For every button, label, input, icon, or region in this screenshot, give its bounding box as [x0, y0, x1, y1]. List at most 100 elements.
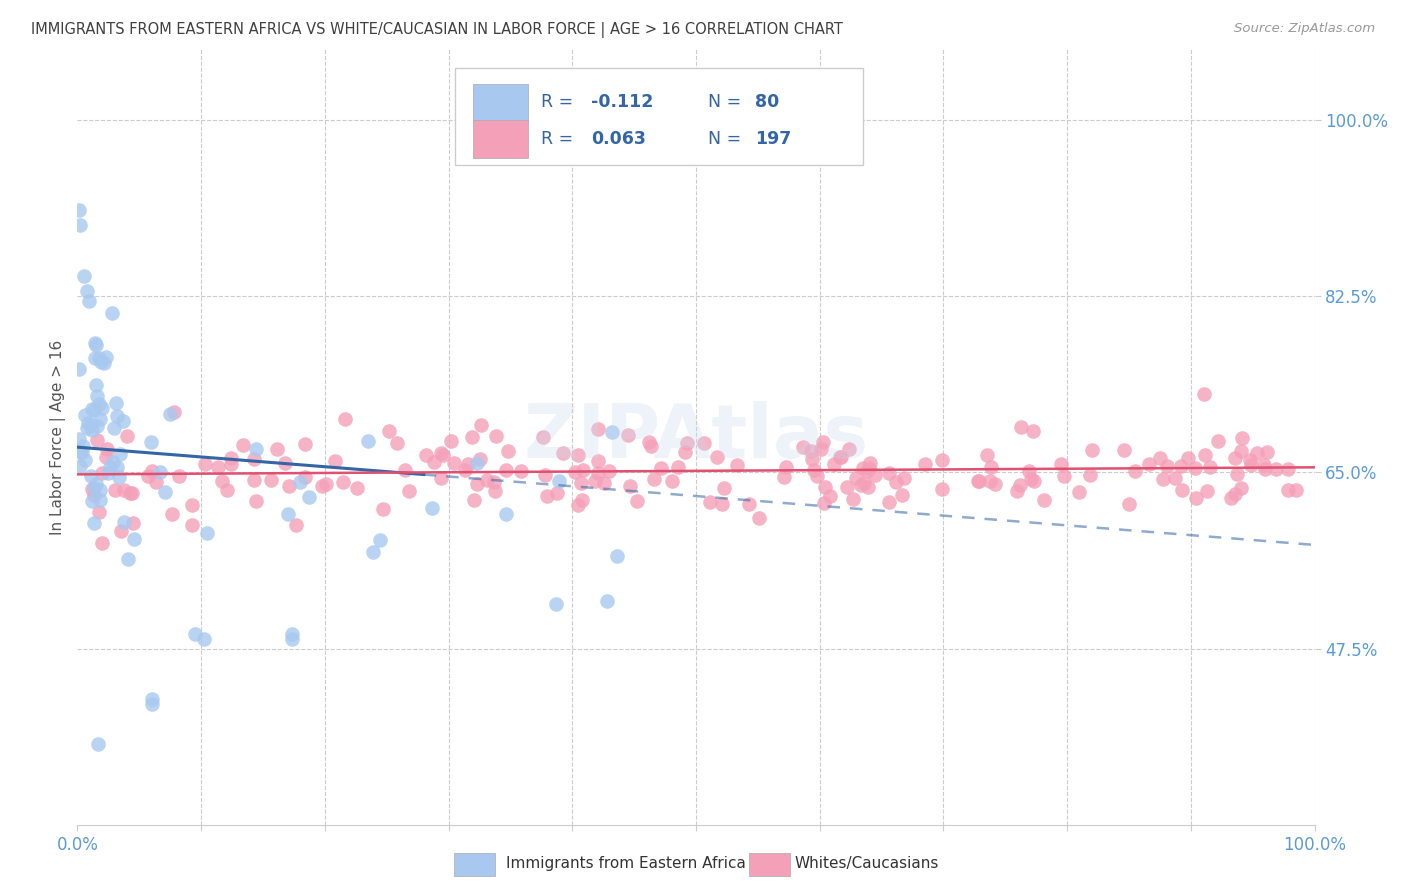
- Point: [536, 490, 558, 504]
- Point: [311, 479, 333, 493]
- Point: [1185, 491, 1208, 506]
- Point: [72, 439, 94, 453]
- Point: [76, 421, 98, 435]
- Point: [122, 532, 145, 546]
- Point: [332, 475, 354, 489]
- Point: [86, 434, 108, 448]
- Point: [567, 498, 589, 512]
- Point: [273, 456, 295, 470]
- Point: [394, 463, 416, 477]
- Point: [484, 475, 506, 489]
- Point: [1220, 491, 1243, 505]
- Y-axis label: In Labor Force | Age > 16: In Labor Force | Age > 16: [51, 340, 66, 534]
- Point: [94, 350, 117, 364]
- Text: 80: 80: [755, 93, 779, 111]
- Text: IMMIGRANTS FROM EASTERN AFRICA VS WHITE/CAUCASIAN IN LABOR FORCE | AGE > 16 CORR: IMMIGRANTS FROM EASTERN AFRICA VS WHITE/…: [31, 22, 842, 38]
- Point: [1223, 451, 1246, 466]
- Point: [534, 467, 557, 482]
- Point: [531, 430, 554, 444]
- Point: [738, 497, 761, 511]
- Point: [207, 460, 229, 475]
- Point: [101, 455, 124, 469]
- Point: [371, 502, 394, 516]
- Point: [415, 448, 437, 462]
- Point: [294, 436, 316, 450]
- Point: [83, 488, 105, 502]
- Text: N =: N =: [709, 130, 747, 148]
- Point: [89, 505, 111, 519]
- Point: [1049, 457, 1071, 471]
- Point: [90, 401, 112, 416]
- Point: [346, 481, 368, 495]
- Point: [806, 468, 828, 483]
- Point: [571, 493, 593, 508]
- Point: [1192, 387, 1215, 401]
- Point: [1032, 493, 1054, 508]
- Point: [1053, 468, 1076, 483]
- Point: [75, 408, 97, 422]
- Point: [851, 460, 873, 475]
- Point: [461, 430, 484, 444]
- Point: [1230, 482, 1253, 496]
- Point: [77, 293, 100, 308]
- Point: [877, 494, 900, 508]
- Point: [141, 697, 163, 711]
- Point: [76, 416, 98, 430]
- Point: [110, 524, 132, 538]
- Point: [606, 549, 628, 564]
- Point: [243, 473, 266, 487]
- Point: [89, 493, 111, 508]
- Point: [105, 460, 128, 475]
- Point: [571, 463, 593, 477]
- Point: [86, 419, 108, 434]
- Point: [377, 424, 399, 438]
- Text: Source: ZipAtlas.com: Source: ZipAtlas.com: [1234, 22, 1375, 36]
- Point: [853, 475, 876, 490]
- Point: [1199, 460, 1222, 475]
- Point: [666, 460, 689, 475]
- Point: [810, 442, 832, 456]
- Point: [1081, 442, 1104, 457]
- Point: [600, 425, 623, 440]
- Point: [76, 284, 98, 298]
- Point: [546, 485, 568, 500]
- Point: [104, 396, 127, 410]
- Point: [108, 469, 131, 483]
- Point: [432, 449, 454, 463]
- Text: Whites/Caucasians: Whites/Caucasians: [794, 856, 939, 871]
- Point: [661, 474, 683, 488]
- Point: [548, 474, 571, 488]
- Point: [430, 446, 453, 460]
- Point: [1163, 471, 1185, 485]
- Text: Immigrants from Eastern Africa: Immigrants from Eastern Africa: [506, 856, 747, 871]
- Point: [931, 452, 953, 467]
- Point: [1197, 484, 1219, 499]
- Point: [155, 484, 177, 499]
- Point: [232, 437, 254, 451]
- Point: [551, 445, 574, 459]
- Point: [117, 551, 139, 566]
- Point: [245, 442, 267, 456]
- Point: [813, 434, 835, 449]
- Point: [84, 338, 107, 352]
- Point: [217, 483, 239, 497]
- Point: [856, 464, 879, 478]
- Point: [91, 536, 114, 550]
- Point: [440, 434, 463, 449]
- Point: [1118, 497, 1140, 511]
- Text: R =: R =: [541, 130, 579, 148]
- Point: [87, 738, 110, 752]
- Point: [89, 483, 111, 497]
- Point: [89, 412, 111, 426]
- Point: [67, 361, 90, 376]
- Point: [748, 511, 770, 525]
- Point: [891, 488, 914, 502]
- Point: [333, 412, 356, 426]
- Point: [80, 423, 103, 437]
- Point: [136, 469, 159, 483]
- Point: [583, 475, 606, 489]
- Point: [495, 507, 517, 521]
- Point: [1010, 478, 1032, 492]
- Point: [1277, 483, 1299, 497]
- Point: [110, 447, 132, 461]
